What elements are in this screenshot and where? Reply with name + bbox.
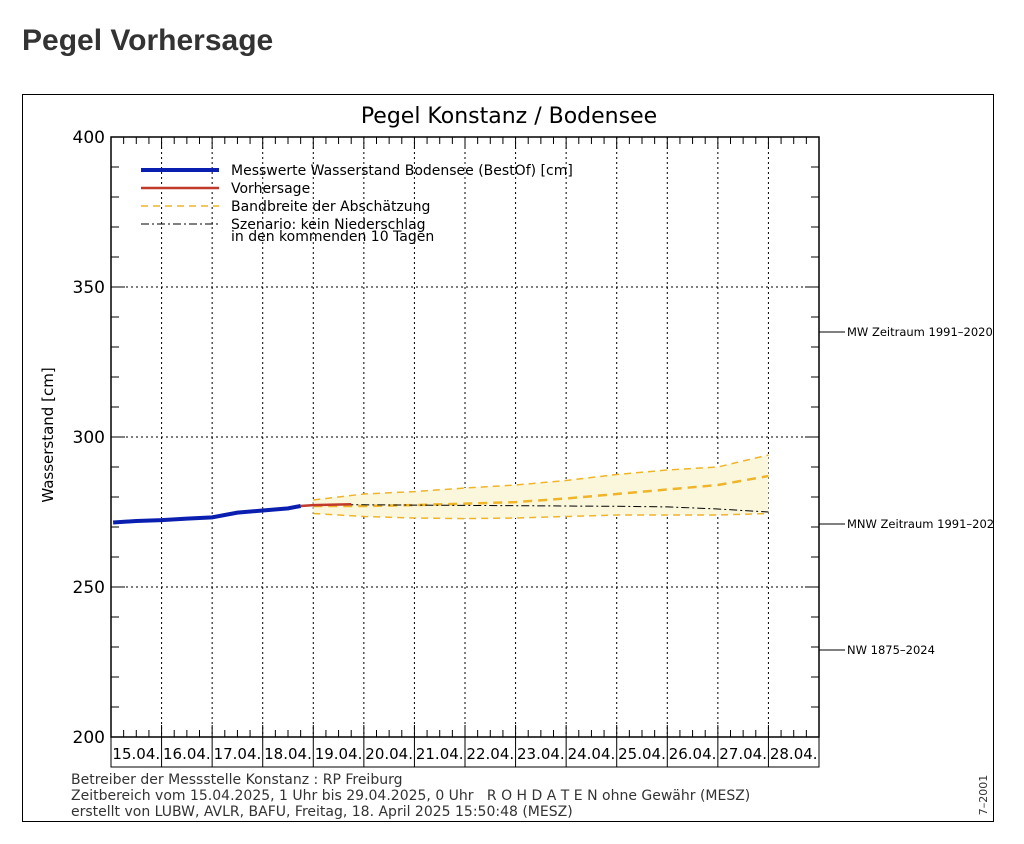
legend-label-band: Bandbreite der Abschätzung bbox=[231, 199, 430, 215]
chart-frame: Pegel Konstanz / Bodensee 200 250 300 350 40… bbox=[22, 94, 994, 822]
x-tick-label: 27.04. bbox=[719, 745, 767, 763]
y-axis-label: Wasserstand [cm] bbox=[39, 367, 57, 502]
series-layer bbox=[112, 454, 769, 525]
x-tick-label: 16.04. bbox=[163, 745, 211, 763]
reference-label: NW 1875–2024 bbox=[847, 643, 935, 657]
side-code: 7–2001 bbox=[977, 775, 990, 816]
annotation-time-range: Zeitbereich vom 15.04.2025, 1 Uhr bis 29… bbox=[71, 788, 750, 804]
x-tick-label: 19.04. bbox=[315, 745, 363, 763]
legend-label-scenario: Szenario: kein Niederschlag bbox=[231, 217, 426, 233]
y-tick-label: 250 bbox=[73, 578, 105, 598]
x-tick-label: 24.04. bbox=[568, 745, 616, 763]
x-tick-label: 21.04. bbox=[416, 745, 464, 763]
reference-label: MNW Zeitraum 1991–202 bbox=[847, 517, 993, 531]
x-tick-label: 28.04. bbox=[770, 745, 818, 763]
annotation-operator: Betreiber der Messstelle Konstanz : RP F… bbox=[71, 772, 402, 788]
x-tick-label: 20.04. bbox=[365, 745, 413, 763]
y-tick-label: 400 bbox=[73, 128, 105, 148]
annotation-created: erstellt von LUBW, AVLR, BAFU, Freitag, … bbox=[71, 804, 573, 820]
series-band-lower bbox=[313, 512, 769, 520]
y-tick-label: 300 bbox=[73, 428, 105, 448]
x-tick-label: 23.04. bbox=[517, 745, 565, 763]
axes: 200 250 300 350 400 15.04. 16.04. 17.04. 18.04. 1… bbox=[73, 128, 820, 768]
band-area bbox=[313, 455, 769, 519]
series-band-upper bbox=[313, 454, 769, 501]
y-tick-label: 350 bbox=[73, 278, 105, 298]
page-title: Pegel Vorhersage bbox=[22, 24, 274, 57]
chart-title: Pegel Konstanz / Bodensee bbox=[361, 104, 657, 129]
reference-levels: MW Zeitraum 1991–2020 MNW Zeitraum 1991–2… bbox=[819, 325, 993, 657]
legend-label-scenario-line2: in den kommenden 10 Tagen bbox=[231, 229, 434, 245]
series-scenario bbox=[313, 504, 769, 513]
legend-label-measured: Messwerte Wasserstand Bodensee (BestOf) … bbox=[231, 163, 573, 179]
x-tick-label: 15.04. bbox=[112, 745, 160, 763]
band-fill bbox=[313, 455, 769, 519]
series-measured bbox=[112, 504, 302, 525]
series-forecast bbox=[300, 502, 352, 508]
legend-label-forecast: Vorhersage bbox=[231, 181, 310, 197]
water-level-chart: Pegel Konstanz / Bodensee 200 250 300 350 40… bbox=[39, 104, 993, 820]
x-tick-label: 17.04. bbox=[214, 745, 262, 763]
y-tick-label: 200 bbox=[73, 728, 105, 748]
x-tick-label: 18.04. bbox=[264, 745, 312, 763]
reference-label: MW Zeitraum 1991–2020 bbox=[847, 325, 993, 339]
x-tick-label: 22.04. bbox=[466, 745, 514, 763]
x-tick-label: 26.04. bbox=[669, 745, 717, 763]
x-tick-label: 25.04. bbox=[618, 745, 666, 763]
grid bbox=[111, 137, 819, 737]
legend: Messwerte Wasserstand Bodensee (BestOf) … bbox=[141, 163, 573, 245]
series-band-median bbox=[313, 474, 769, 508]
